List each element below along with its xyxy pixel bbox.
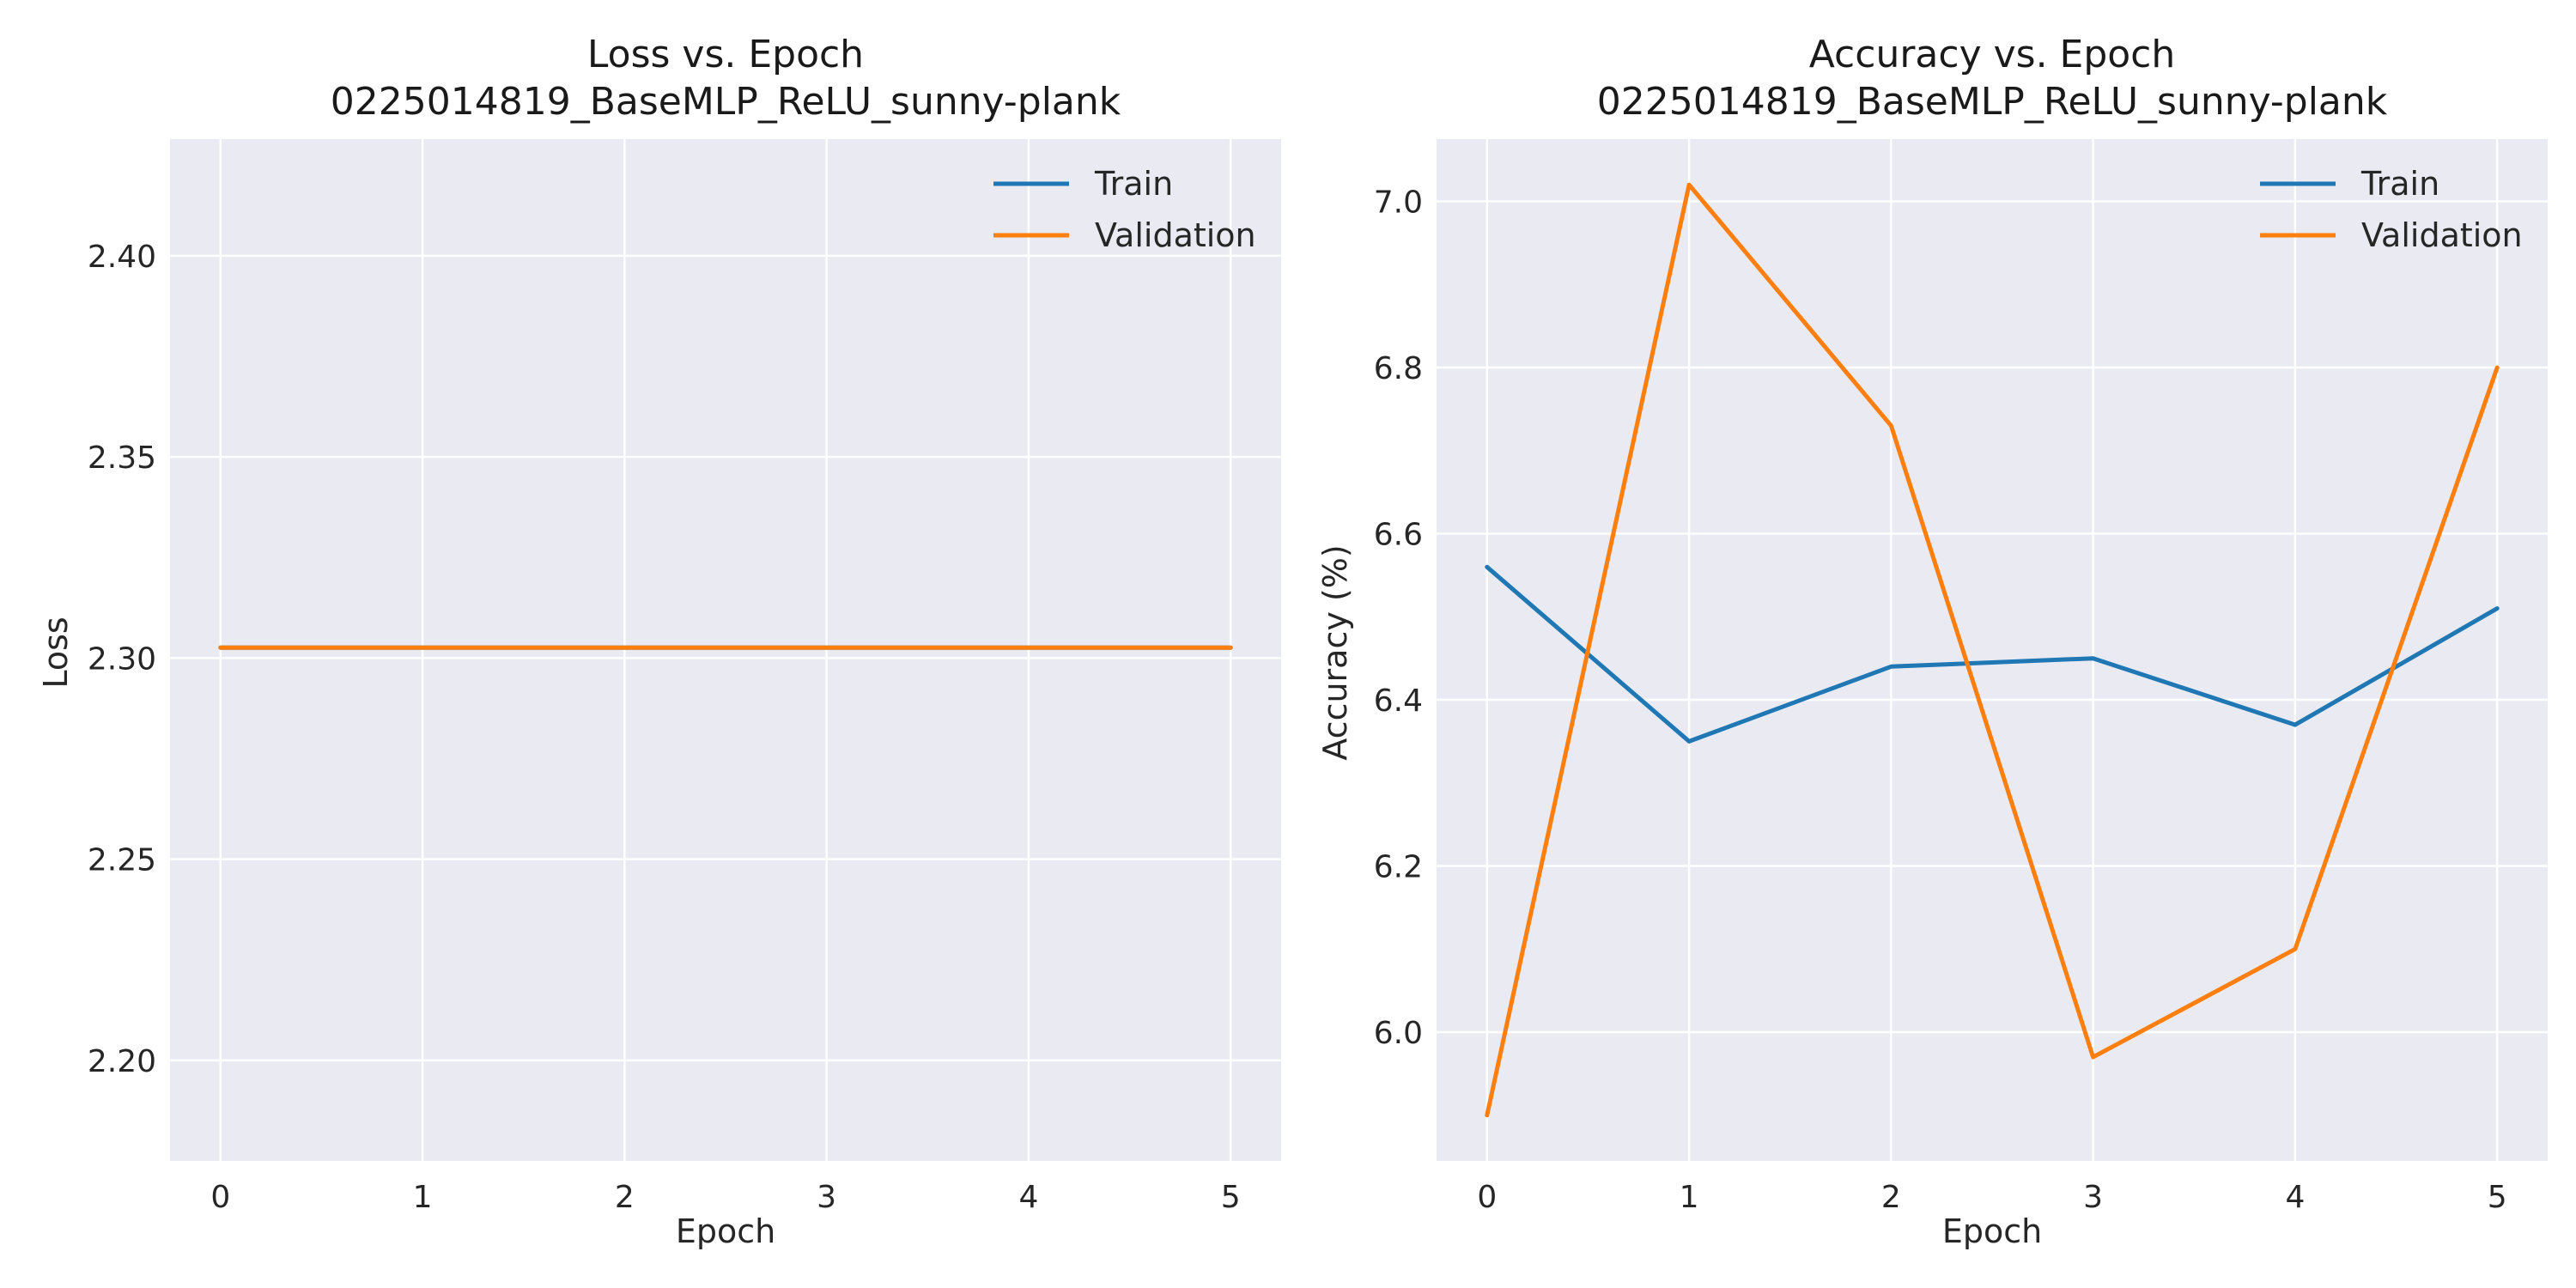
accuracy-legend-label-validation: Validation (2361, 216, 2523, 254)
accuracy-series-line-validation (1485, 182, 2500, 1118)
loss-chart-panel: 0 1 2 3 4 5 2.20 2.25 2.30 2.35 2.40 Train Validatio… (37, 33, 1281, 1250)
accuracy-y-axis-label: Accuracy (%) (1316, 544, 1354, 760)
accuracy-x-tick-label: 4 (2285, 1180, 2305, 1215)
loss-plot-area: 0 1 2 3 4 5 2.20 2.25 2.30 2.35 2.40 Train Validatio… (88, 139, 1281, 1215)
accuracy-x-tick-label: 1 (1680, 1180, 1699, 1215)
accuracy-y-tick-label: 7.0 (1374, 185, 1423, 221)
accuracy-legend-label-train: Train (2360, 165, 2439, 203)
accuracy-chart-title: Accuracy vs. Epoch (1809, 33, 2176, 76)
loss-x-tick-label: 4 (1018, 1180, 1038, 1215)
accuracy-x-axis-label: Epoch (1942, 1212, 2042, 1250)
loss-y-tick-label: 2.30 (88, 641, 156, 677)
accuracy-legend: Train Validation (2260, 165, 2523, 254)
loss-chart-subtitle: 0225014819_BaseMLP_ReLU_sunny-plank (331, 80, 1121, 124)
loss-x-axis-label: Epoch (676, 1212, 775, 1250)
loss-x-tick-label: 3 (817, 1180, 836, 1215)
accuracy-series-line-train (1485, 564, 2500, 744)
accuracy-x-tick-label: 5 (2488, 1180, 2507, 1215)
loss-legend-label-train: Train (1094, 165, 1173, 203)
accuracy-y-tick-label: 6.8 (1374, 351, 1423, 386)
loss-x-tick-label: 1 (413, 1180, 433, 1215)
loss-y-tick-label: 2.35 (88, 440, 156, 476)
loss-x-tick-label: 2 (615, 1180, 635, 1215)
loss-y-tick-label: 2.40 (88, 240, 156, 275)
loss-y-axis-label: Loss (37, 617, 75, 688)
accuracy-x-tick-label: 0 (1477, 1180, 1497, 1215)
accuracy-plot-background (1437, 139, 2548, 1161)
accuracy-plot-area: 0 1 2 3 4 5 6.0 6.2 6.4 6.6 6.8 7.0 Train Validation (1374, 139, 2548, 1215)
accuracy-chart-panel: 0 1 2 3 4 56.06.26.46.66.87.0TrainValidation … (1316, 33, 2548, 1250)
loss-legend-label-validation: Validation (1095, 216, 1256, 254)
loss-x-tick-label: 0 (210, 1180, 230, 1215)
accuracy-y-tick-label: 6.2 (1374, 850, 1423, 885)
accuracy-y-tick-label: 6.6 (1374, 518, 1423, 553)
accuracy-chart-subtitle: 0225014819_BaseMLP_ReLU_sunny-plank (1597, 80, 2388, 124)
loss-x-tick-label: 5 (1221, 1180, 1241, 1215)
loss-plot-background (170, 139, 1281, 1161)
loss-y-tick-label: 2.25 (88, 843, 156, 878)
accuracy-x-tick-label: 3 (2083, 1180, 2103, 1215)
loss-chart-title: Loss vs. Epoch (587, 33, 864, 76)
loss-legend: Train Validation (993, 165, 1256, 254)
loss-y-tick-label: 2.20 (88, 1044, 156, 1079)
accuracy-y-tick-label: 6.0 (1374, 1016, 1423, 1051)
accuracy-y-tick-label: 6.4 (1374, 683, 1423, 719)
accuracy-x-tick-label: 2 (1881, 1180, 1901, 1215)
